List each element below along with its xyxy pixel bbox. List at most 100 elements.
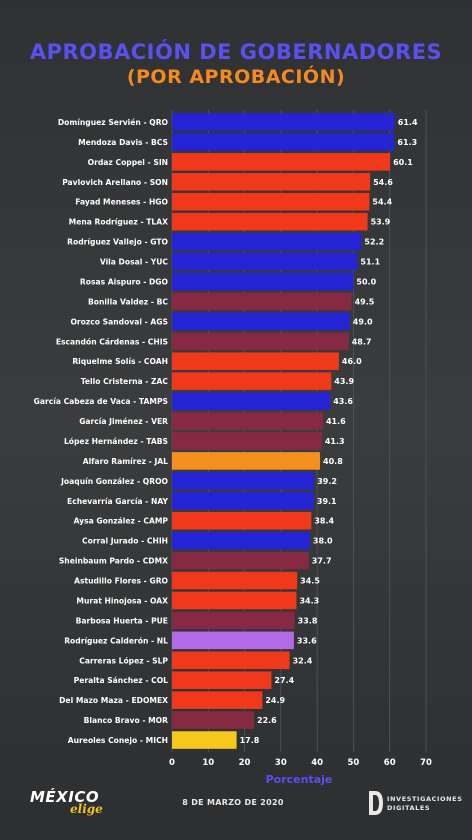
bar bbox=[172, 691, 263, 709]
value-label: 22.6 bbox=[257, 716, 277, 725]
bar-chart: Domínguez Servién - QRO 61.4 Mendoza Davis… bbox=[34, 110, 432, 786]
bar bbox=[172, 192, 370, 211]
value-label: 39.2 bbox=[317, 477, 337, 486]
logo-right-line1: INVESTIGACIONES bbox=[387, 795, 463, 803]
chart-subtitle: (POR APROBACIÓN) bbox=[126, 66, 346, 88]
logo-script-text: elige bbox=[70, 802, 103, 816]
category-label: Domínguez Servién - QRO bbox=[58, 118, 169, 127]
x-axis-label: Porcentaje bbox=[266, 773, 333, 786]
category-label: Escandón Cárdenas - CHIS bbox=[56, 337, 168, 346]
category-label: Carreras López - SLP bbox=[79, 656, 168, 665]
bar bbox=[172, 631, 294, 650]
category-label: Tello Cristerna - ZAC bbox=[81, 377, 169, 386]
category-label: Rodríguez Vallejo - GTO bbox=[67, 238, 168, 247]
logo-main-text: MÉXICO bbox=[30, 788, 100, 806]
mexico-elige-logo: MÉXICO elige bbox=[30, 786, 120, 822]
value-label: 17.8 bbox=[240, 736, 260, 745]
value-label: 46.0 bbox=[342, 357, 362, 366]
bar bbox=[172, 551, 309, 570]
bar bbox=[172, 133, 395, 151]
value-label: 53.9 bbox=[371, 218, 391, 227]
category-label: Mena Rodríguez - TLAX bbox=[69, 218, 168, 227]
category-label: Del Mazo Maza - EDOMEX bbox=[59, 696, 168, 705]
investigaciones-digitales-logo: INVESTIGACIONES DIGITALES bbox=[368, 790, 472, 820]
bar bbox=[172, 153, 391, 171]
value-label: 54.6 bbox=[373, 178, 393, 187]
bar bbox=[172, 591, 297, 610]
category-label: Joaquín González - QROO bbox=[60, 477, 168, 486]
x-tick-label: 20 bbox=[239, 758, 251, 768]
value-label: 43.6 bbox=[333, 397, 353, 406]
category-label: García Jiménez - VER bbox=[79, 417, 168, 426]
bar bbox=[172, 173, 371, 191]
category-label: Bonilla Valdez - BC bbox=[88, 297, 168, 306]
value-label: 60.1 bbox=[393, 158, 413, 167]
bar bbox=[172, 711, 255, 729]
category-label: Aysa González - CAMP bbox=[74, 517, 169, 526]
value-label: 34.3 bbox=[299, 596, 319, 605]
bar bbox=[172, 671, 272, 689]
bar bbox=[172, 232, 362, 251]
value-label: 40.8 bbox=[323, 457, 343, 466]
category-label: Mendoza Davis - BCS bbox=[78, 138, 168, 147]
category-label: Vila Dosal - YUC bbox=[100, 258, 169, 267]
value-label: 41.6 bbox=[326, 417, 346, 426]
value-label: 48.7 bbox=[352, 337, 372, 346]
bar bbox=[172, 492, 314, 510]
category-label: Orozco Sandoval - AGS bbox=[70, 317, 168, 326]
bar bbox=[172, 452, 321, 470]
bar bbox=[172, 392, 331, 410]
bar bbox=[172, 571, 298, 590]
category-label: Alfaro Ramírez - JAL bbox=[83, 457, 168, 466]
category-label: Barbosa Huerta - PUE bbox=[76, 616, 168, 625]
value-label: 38.0 bbox=[313, 537, 333, 546]
bar bbox=[172, 611, 295, 630]
value-label: 41.3 bbox=[325, 437, 345, 446]
d-logo-icon bbox=[369, 791, 383, 815]
value-label: 34.5 bbox=[300, 577, 320, 586]
category-label: Echevarría García - NAY bbox=[67, 497, 168, 506]
category-label: Astudillo Flores - GRO bbox=[74, 577, 168, 586]
category-label: Riquelme Solís - COAH bbox=[72, 357, 168, 366]
value-label: 27.4 bbox=[274, 676, 294, 685]
category-label: Rosas Aispuro - DGO bbox=[80, 277, 169, 286]
category-label: Fayad Meneses - HGO bbox=[75, 198, 168, 207]
category-label: Sheinbaum Pardo - CDMX bbox=[59, 557, 168, 566]
value-label: 39.1 bbox=[317, 497, 337, 506]
category-label: Peralta Sánchez - COL bbox=[74, 676, 169, 685]
bar bbox=[172, 352, 339, 370]
value-label: 49.5 bbox=[355, 297, 375, 306]
value-label: 33.8 bbox=[298, 616, 318, 625]
bar bbox=[172, 292, 352, 311]
x-tick-label: 40 bbox=[311, 758, 323, 768]
category-label: Blanco Bravo - MOR bbox=[84, 716, 169, 725]
x-tick-label: 10 bbox=[202, 758, 214, 768]
x-tick-label: 50 bbox=[348, 758, 360, 768]
bar bbox=[172, 651, 290, 670]
bar bbox=[172, 432, 322, 450]
value-label: 33.6 bbox=[297, 636, 317, 645]
category-label: Aureoles Conejo - MICH bbox=[68, 736, 168, 745]
value-label: 61.4 bbox=[398, 118, 418, 127]
value-label: 38.4 bbox=[314, 517, 334, 526]
value-label: 24.9 bbox=[265, 696, 285, 705]
bar bbox=[172, 731, 237, 749]
value-label: 49.0 bbox=[353, 317, 373, 326]
category-label: Pavlovich Arellano - SON bbox=[62, 178, 168, 187]
bar bbox=[172, 372, 332, 390]
value-label: 43.9 bbox=[334, 377, 354, 386]
x-tick-label: 70 bbox=[420, 758, 432, 768]
category-label: Ordaz Coppel - SIN bbox=[88, 158, 168, 167]
chart-title: APROBACIÓN DE GOBERNADORES bbox=[29, 40, 443, 64]
bar bbox=[172, 252, 358, 271]
category-label: Murat Hinojosa - OAX bbox=[76, 596, 168, 605]
bar bbox=[172, 272, 354, 291]
bar bbox=[172, 472, 315, 490]
category-label: López Hernández - TABS bbox=[64, 437, 168, 446]
bar bbox=[172, 531, 310, 550]
category-label: García Cabeza de Vaca - TAMPS bbox=[34, 397, 168, 406]
value-label: 61.3 bbox=[397, 138, 417, 147]
value-label: 51.1 bbox=[360, 258, 380, 267]
category-label: Corral Jurado - CHIH bbox=[82, 537, 168, 546]
bar bbox=[172, 113, 395, 131]
